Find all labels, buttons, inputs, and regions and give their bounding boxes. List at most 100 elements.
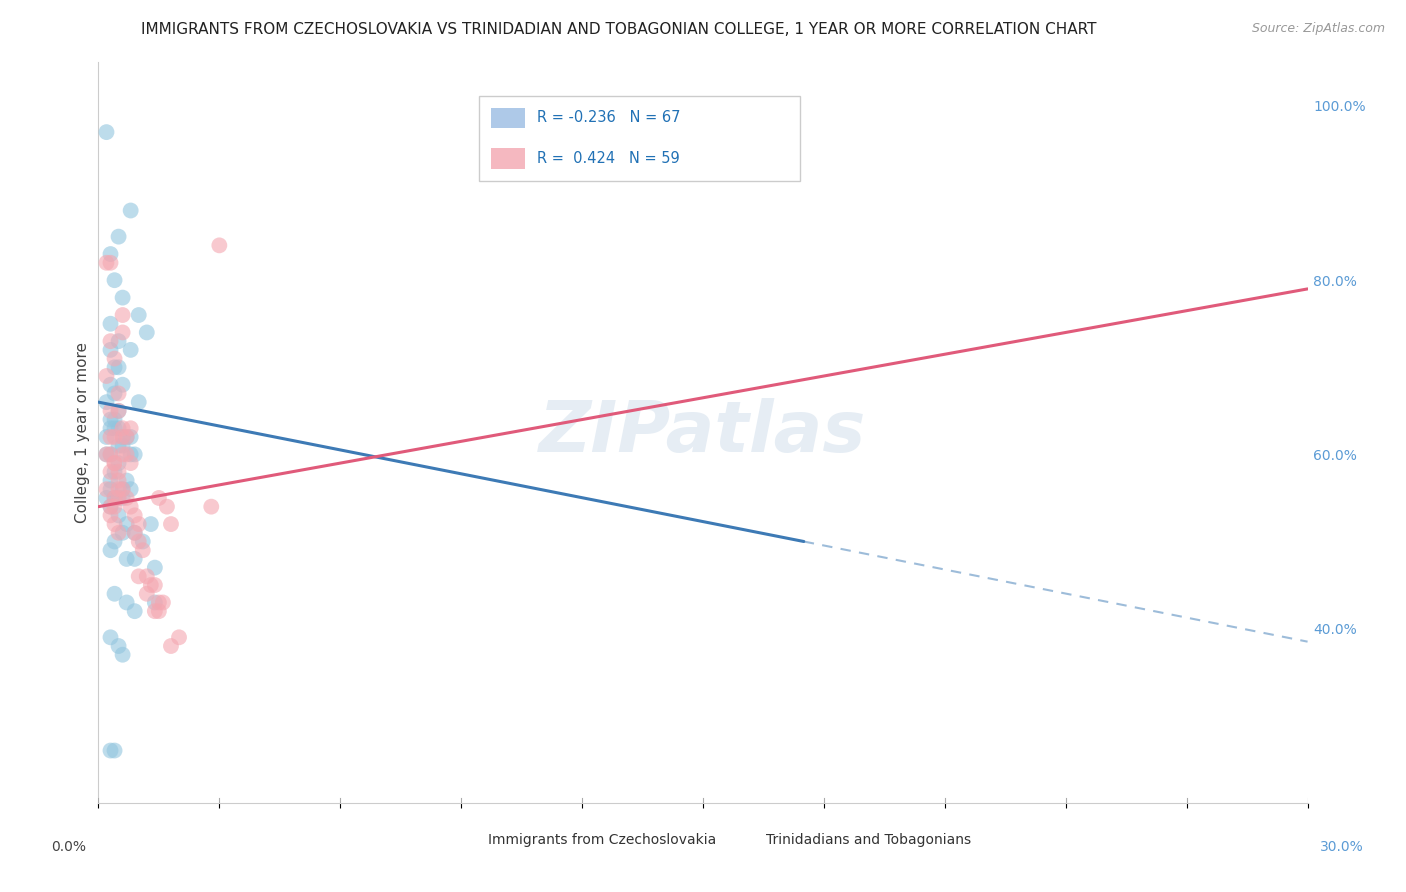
Point — [152, 595, 174, 609]
Point — [107, 491, 129, 505]
Point — [120, 447, 142, 461]
Point — [124, 525, 146, 540]
Point — [107, 474, 129, 488]
Point — [100, 543, 122, 558]
Point — [103, 421, 125, 435]
Point — [100, 430, 122, 444]
Point — [107, 334, 129, 348]
Point — [107, 421, 129, 435]
Point — [132, 534, 155, 549]
Point — [115, 430, 138, 444]
Point — [111, 430, 134, 444]
Point — [96, 482, 118, 496]
Point — [143, 604, 166, 618]
Point — [107, 404, 129, 418]
Point — [103, 491, 125, 505]
Y-axis label: College, 1 year or more: College, 1 year or more — [75, 343, 90, 523]
Point — [103, 360, 125, 375]
Point — [139, 578, 162, 592]
Point — [139, 517, 162, 532]
Point — [124, 525, 146, 540]
Point — [135, 587, 157, 601]
Point — [111, 525, 134, 540]
Point — [111, 491, 134, 505]
Point — [100, 404, 122, 418]
Point — [115, 595, 138, 609]
Point — [100, 465, 122, 479]
Point — [111, 377, 134, 392]
Point — [148, 604, 170, 618]
Point — [100, 343, 122, 357]
Point — [96, 395, 118, 409]
Point — [148, 595, 170, 609]
Point — [143, 595, 166, 609]
Point — [120, 456, 142, 470]
Point — [96, 369, 118, 384]
Text: R = -0.236   N = 67: R = -0.236 N = 67 — [537, 111, 681, 126]
Point — [100, 447, 122, 461]
Point — [107, 491, 129, 505]
Point — [107, 482, 129, 496]
Point — [107, 639, 129, 653]
Point — [107, 404, 129, 418]
Point — [128, 395, 150, 409]
Point — [100, 377, 122, 392]
Point — [100, 256, 122, 270]
Point — [107, 386, 129, 401]
Point — [100, 500, 122, 514]
Point — [124, 604, 146, 618]
FancyBboxPatch shape — [492, 108, 526, 128]
Point — [96, 125, 118, 139]
Point — [107, 508, 129, 523]
Text: 30.0%: 30.0% — [1320, 840, 1364, 854]
Point — [111, 482, 134, 496]
Point — [100, 500, 122, 514]
Point — [120, 203, 142, 218]
Point — [135, 326, 157, 340]
Point — [156, 500, 179, 514]
Point — [120, 500, 142, 514]
Point — [124, 447, 146, 461]
Point — [100, 247, 122, 261]
Point — [115, 430, 138, 444]
Point — [103, 517, 125, 532]
Point — [96, 256, 118, 270]
Text: IMMIGRANTS FROM CZECHOSLOVAKIA VS TRINIDADIAN AND TOBAGONIAN COLLEGE, 1 YEAR OR : IMMIGRANTS FROM CZECHOSLOVAKIA VS TRINID… — [141, 22, 1097, 37]
Point — [208, 238, 231, 252]
Point — [100, 447, 122, 461]
Point — [96, 430, 118, 444]
Point — [103, 412, 125, 426]
Text: Immigrants from Czechoslovakia: Immigrants from Czechoslovakia — [488, 833, 716, 847]
Point — [120, 343, 142, 357]
Point — [111, 308, 134, 322]
Text: Trinidadians and Tobagonians: Trinidadians and Tobagonians — [766, 833, 972, 847]
FancyBboxPatch shape — [721, 835, 758, 857]
Point — [100, 334, 122, 348]
Point — [103, 465, 125, 479]
Point — [143, 578, 166, 592]
Point — [111, 439, 134, 453]
Point — [135, 569, 157, 583]
Point — [107, 525, 129, 540]
Point — [111, 430, 134, 444]
Point — [103, 534, 125, 549]
Point — [160, 639, 183, 653]
Point — [103, 351, 125, 366]
Point — [120, 421, 142, 435]
Point — [111, 421, 134, 435]
Point — [103, 386, 125, 401]
Point — [124, 552, 146, 566]
Point — [103, 273, 125, 287]
Point — [107, 360, 129, 375]
Point — [103, 456, 125, 470]
Point — [160, 517, 183, 532]
Point — [148, 491, 170, 505]
Point — [132, 543, 155, 558]
Point — [100, 743, 122, 757]
Point — [100, 412, 122, 426]
Point — [111, 291, 134, 305]
FancyBboxPatch shape — [492, 148, 526, 169]
Point — [200, 500, 222, 514]
Point — [128, 569, 150, 583]
Point — [107, 456, 129, 470]
